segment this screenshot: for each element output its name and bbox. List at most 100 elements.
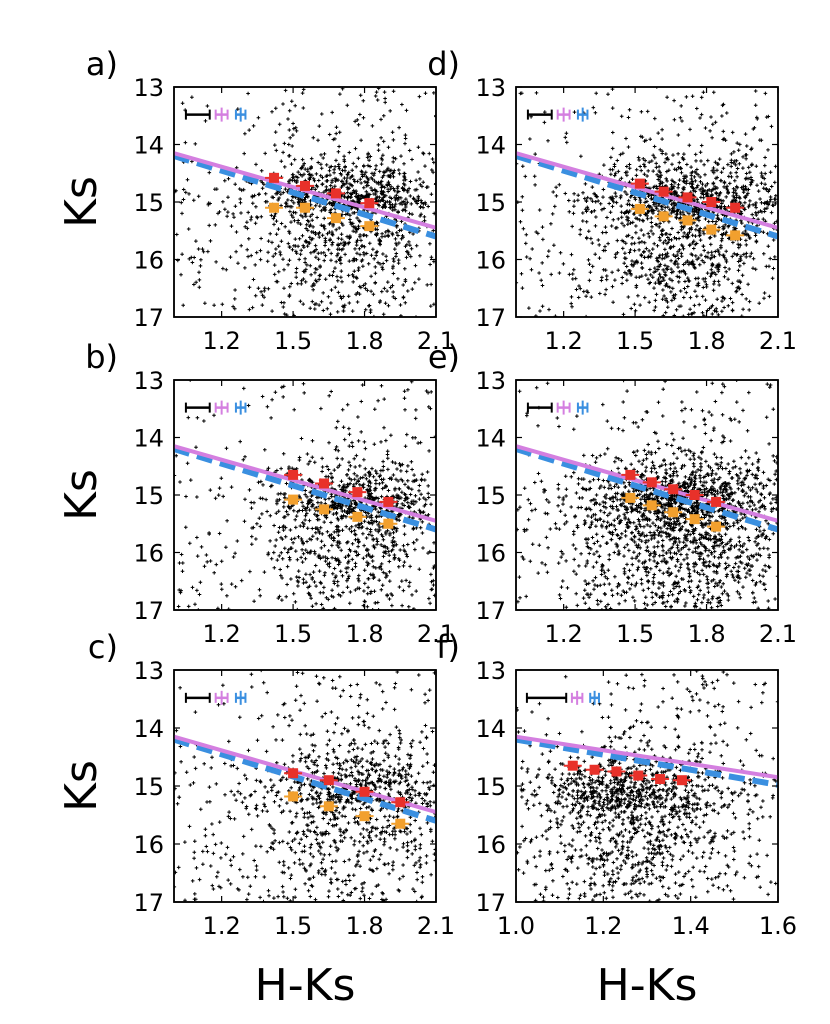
background-stars [174,87,436,317]
x-tick-label: 1.8 [687,327,725,355]
sample-error-bar [570,690,584,705]
plot-content [174,87,436,317]
x-axis-title: H-Ks [597,960,698,1011]
y-axis-title: Ks [56,469,107,521]
upper-points-point [682,192,693,203]
upper-points-point [383,496,394,507]
panel-c: 1.2 1.5 1.8 2.1 13 14 15 16 17 c) Ks H-Ks [56,628,455,1011]
upper-points-point [706,197,717,207]
sample-error-bar [589,690,600,705]
lower-points-point [634,203,645,214]
upper-points-point [288,469,299,480]
y-tick-label: 14 [475,425,506,453]
upper-points-point [625,469,636,480]
y-tick-label: 17 [133,889,164,917]
x-tick-label: 1.2 [545,327,583,355]
y-tick-label: 16 [133,831,164,859]
lower-points-point [364,221,375,232]
upper-points-point [288,768,299,779]
plot-content [516,380,778,610]
upper-points [284,768,410,808]
lower-points [630,203,745,241]
lower-points [284,494,398,529]
y-tick-label: 13 [133,367,164,395]
y-tick-label: 16 [475,247,506,275]
x-tick-label: 1.5 [616,327,654,355]
x-tick-label: 1.2 [545,620,583,648]
y-tick-label: 17 [475,597,506,625]
panel-label: f) [436,628,460,666]
upper-points-point [658,186,669,197]
sample-error-bar [576,107,589,122]
panel-b: 1.2 1.5 1.8 2.1 13 14 15 16 17 b) Ks [56,338,455,648]
y-tick-label: 13 [133,657,164,685]
y-tick-label: 14 [133,425,164,453]
x-tick-label: 1.8 [345,327,383,355]
sample-error-bar [214,400,229,415]
plot-content [174,380,436,610]
lower-points-point [319,504,330,515]
upper-points-point [269,172,280,183]
panel-label: e) [428,338,460,376]
y-tick-label: 13 [475,74,506,102]
lower-points-point [682,215,693,226]
solid-line [516,734,778,780]
lower-points-point [359,811,370,822]
y-tick-label: 15 [475,773,506,801]
y-tick-label: 14 [475,715,506,743]
lower-points [284,791,410,829]
upper-points [265,172,379,209]
lower-points-point [625,492,636,503]
y-tick-label: 13 [475,657,506,685]
background-stars-marks [174,87,436,317]
upper-points-point [567,760,578,771]
upper-points-point [611,766,622,777]
lower-points-point [395,818,406,829]
x-tick-label: 1.0 [497,912,535,940]
y-tick-label: 16 [475,831,506,859]
upper-points [621,469,726,507]
sample-error-bar [576,400,589,415]
sample-error-bar [184,402,211,413]
x-axis-title: H-Ks [255,960,356,1011]
upper-points-point [646,477,657,488]
dashed-line [516,153,778,240]
panel-label: b) [85,338,118,376]
sample-error-bar [214,690,229,705]
lower-points-point [352,511,363,522]
x-tick-label: 2.1 [417,327,455,355]
upper-points-point [330,188,341,199]
panel-label: c) [88,628,118,666]
y-tick-label: 15 [475,189,506,217]
y-tick-label: 14 [133,132,164,160]
upper-points-point [300,180,310,191]
plot-content [174,670,436,902]
y-tick-label: 17 [475,889,506,917]
y-tick-label: 13 [475,367,506,395]
dashed-line [516,446,778,533]
panel-f: 1.0 1.2 1.4 1.6 13 14 15 16 17 f) H-Ks [436,628,797,1011]
lower-points-point [383,518,394,529]
upper-points-point [589,764,600,775]
x-tick-label: 1.8 [687,620,725,648]
lower-points-point [323,801,334,812]
plot-content [516,87,778,317]
upper-points-point [655,774,666,785]
y-tick-label: 13 [133,74,164,102]
x-tick-label: 1.6 [759,912,797,940]
plot-content [516,670,778,902]
sample-error-bar [234,690,247,705]
x-tick-label: 1.8 [345,912,383,940]
x-tick-label: 2.1 [417,620,455,648]
lower-points-point [706,224,717,235]
lower-points-point [646,500,657,511]
lower-points-point [288,494,299,505]
x-tick-label: 1.5 [616,620,654,648]
y-axis-title: Ks [56,760,107,812]
sample-error-bar [556,107,571,122]
solid-line [174,734,436,815]
y-tick-label: 16 [133,247,164,275]
lower-points-point [269,202,280,213]
panel-e: 1.2 1.5 1.8 2.1 13 14 15 16 17 e) [428,338,797,648]
